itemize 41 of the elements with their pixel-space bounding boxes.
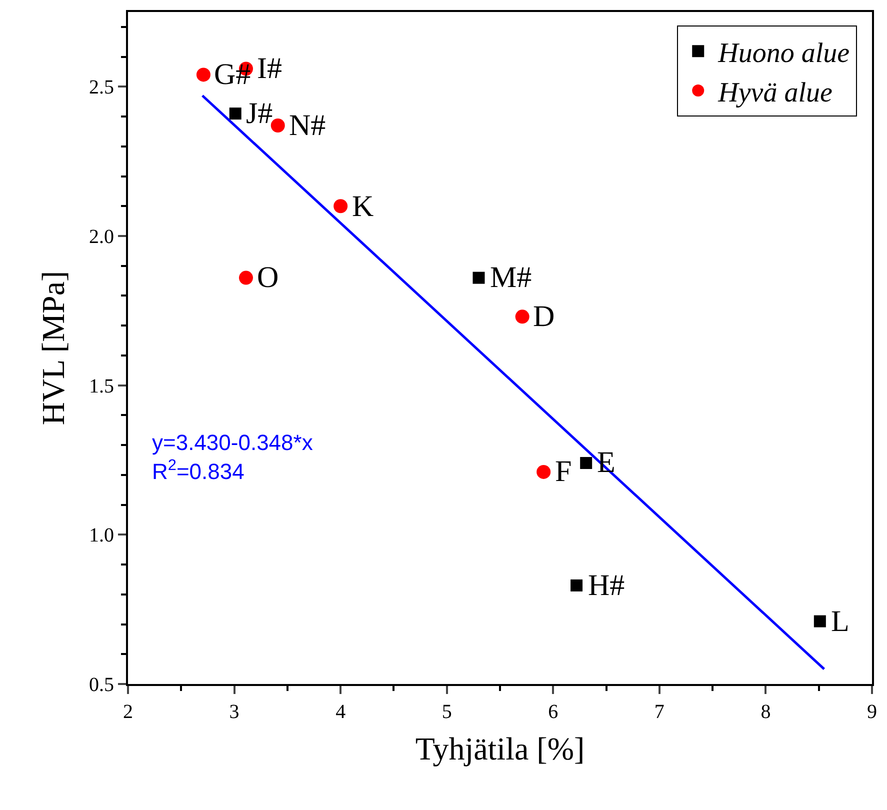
x-tick-label: 8 <box>760 701 771 723</box>
x-tick-label: 4 <box>336 701 346 723</box>
point <box>229 108 242 120</box>
point <box>536 464 551 479</box>
point <box>814 615 826 628</box>
annotation: I# <box>257 52 282 85</box>
annotation: J# <box>246 97 273 130</box>
annotation: D <box>533 300 555 333</box>
y-axis-title: HVL [MPa] <box>34 270 71 426</box>
point <box>334 199 348 214</box>
y-tick-label: 0.5 <box>89 674 114 696</box>
point <box>196 68 210 82</box>
y-tick-label: 1.5 <box>89 375 114 398</box>
annotation: N# <box>289 109 326 142</box>
annotation: L <box>831 605 850 638</box>
annotation: O <box>257 261 279 294</box>
annotation: G# <box>214 58 251 91</box>
y-tick-label: 2.5 <box>89 76 114 99</box>
y-tick-label: 1.0 <box>89 524 114 547</box>
point <box>580 456 592 469</box>
point <box>515 310 530 324</box>
y-tick-label: 2.0 <box>89 226 114 248</box>
x-tick-label: 2 <box>123 701 133 723</box>
x-tick-label: 3 <box>229 701 240 723</box>
annotation: M# <box>490 261 532 294</box>
annotation: y=3.430-0.348*x <box>152 430 313 455</box>
point <box>270 118 285 132</box>
annotation: K <box>352 190 374 223</box>
legend-label: Hyvä alue <box>717 77 832 108</box>
point <box>472 272 485 284</box>
x-tick-label: 6 <box>548 701 558 723</box>
point <box>570 579 583 592</box>
x-tick-label: 7 <box>654 701 664 723</box>
annotation: F <box>555 455 572 488</box>
x-tick-label: 9 <box>867 701 877 723</box>
x-tick-label: 5 <box>442 701 452 723</box>
annotation: H# <box>588 569 625 602</box>
point <box>238 270 253 285</box>
annotation: R$^{2}$=0.834 <box>152 457 244 484</box>
legend-label: Huono alue <box>717 38 850 70</box>
x-axis-title: Tyhjätila [%] <box>415 730 585 766</box>
